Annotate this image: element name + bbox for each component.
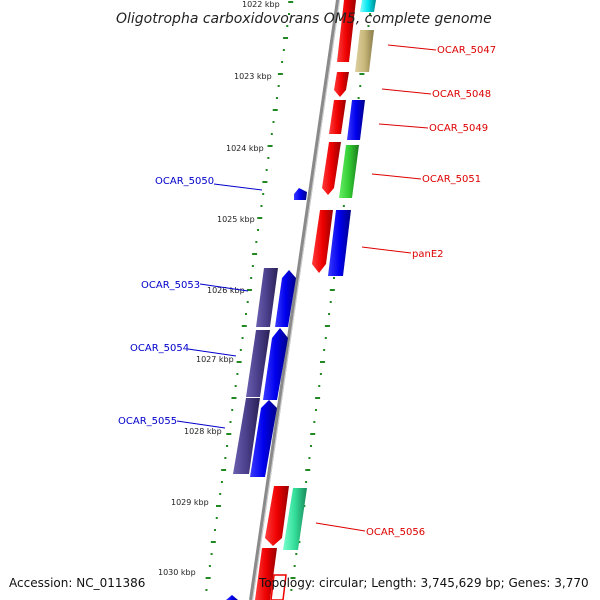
cds-feature[interactable] [265, 486, 289, 546]
gene-label[interactable]: OCAR_5053 [141, 280, 200, 291]
gene-label[interactable]: OCAR_5047 [437, 45, 496, 56]
cds-feature[interactable] [250, 400, 277, 477]
gene-label[interactable]: OCAR_5055 [118, 416, 177, 427]
cds-feature[interactable] [337, 0, 356, 62]
scale-label: 1024 kbp [226, 144, 264, 153]
scale-label: 1029 kbp [171, 498, 209, 507]
scale-label: 1030 kbp [158, 568, 196, 577]
label-lines [176, 44, 437, 532]
reverse-features [226, 188, 307, 600]
cds-feature[interactable] [322, 142, 341, 195]
cds-feature[interactable] [263, 328, 288, 400]
gene-label[interactable]: OCAR_5054 [130, 343, 189, 354]
cog-feature[interactable] [355, 30, 374, 72]
cds-feature[interactable] [329, 100, 346, 134]
scale-labels: 1022 kbp 1023 kbp 1024 kbp 1025 kbp 1026… [158, 0, 280, 577]
scale-label: 1022 kbp [242, 0, 280, 9]
cog-feature[interactable] [347, 100, 365, 140]
cds-feature[interactable] [312, 210, 333, 273]
scale-label: 1026 kbp [207, 286, 245, 295]
cog-feature[interactable] [233, 398, 260, 474]
cds-feature[interactable] [275, 270, 296, 327]
accession-text: Accession: NC_011386 [9, 576, 145, 590]
gene-label[interactable]: OCAR_5056 [366, 527, 425, 538]
scale-label: 1028 kbp [184, 427, 222, 436]
forward-features [255, 0, 376, 600]
gene-label[interactable]: OCAR_5050 [155, 176, 214, 187]
cog-feature[interactable] [339, 145, 359, 198]
scale-label: 1027 kbp [196, 355, 234, 364]
cog-feature[interactable] [256, 268, 278, 327]
gene-label[interactable]: OCAR_5049 [429, 123, 488, 134]
scale-label: 1025 kbp [217, 215, 255, 224]
cog-feature[interactable] [270, 574, 287, 600]
cog-feature[interactable] [246, 330, 270, 397]
cds-feature[interactable] [226, 595, 238, 600]
cds-feature[interactable] [255, 548, 277, 600]
gene-label[interactable]: OCAR_5048 [432, 89, 491, 100]
topology-text: Topology: circular; Length: 3,745,629 bp… [258, 576, 589, 590]
gene-label[interactable]: panE2 [412, 249, 444, 260]
cog-feature[interactable] [283, 488, 307, 550]
gene-labels: OCAR_5047 OCAR_5048 OCAR_5049 OCAR_5051 … [118, 45, 496, 538]
cog-feature[interactable] [328, 210, 351, 276]
cds-feature[interactable] [334, 72, 349, 97]
genome-backbone [249, 0, 340, 600]
cog-feature[interactable] [360, 0, 376, 12]
scale-label: 1023 kbp [234, 72, 272, 81]
gene-label[interactable]: OCAR_5051 [422, 174, 481, 185]
cds-feature[interactable] [294, 188, 307, 200]
map-title: Oligotropha carboxidovorans OM5, complet… [116, 11, 492, 27]
